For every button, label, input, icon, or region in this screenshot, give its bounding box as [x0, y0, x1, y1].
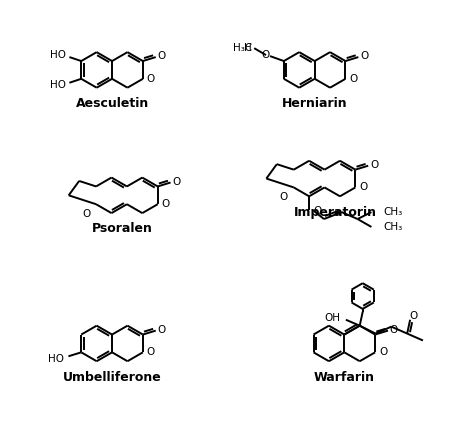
Text: O: O	[157, 51, 166, 61]
Text: O: O	[162, 199, 170, 209]
Text: HO: HO	[47, 354, 64, 364]
Text: O: O	[390, 324, 398, 335]
Text: H: H	[245, 43, 252, 53]
Text: O: O	[261, 50, 269, 60]
Text: Aesculetin: Aesculetin	[75, 97, 149, 110]
Text: O: O	[370, 160, 378, 170]
Text: CH₃: CH₃	[383, 207, 402, 217]
Text: HO: HO	[50, 80, 65, 90]
Text: O: O	[280, 192, 288, 202]
Text: Imperatorin: Imperatorin	[294, 206, 377, 219]
Text: HO: HO	[50, 50, 65, 60]
Text: O: O	[359, 183, 367, 192]
Text: Psoralen: Psoralen	[91, 222, 152, 236]
Text: O: O	[409, 311, 417, 321]
Text: O: O	[379, 347, 387, 357]
Text: O: O	[82, 209, 91, 219]
Text: Herniarin: Herniarin	[282, 97, 347, 110]
Text: Umbelliferone: Umbelliferone	[63, 370, 162, 384]
Text: O: O	[173, 176, 181, 187]
Text: Warfarin: Warfarin	[314, 370, 375, 384]
Text: O: O	[157, 324, 166, 335]
Text: O: O	[360, 51, 368, 61]
Text: O: O	[146, 347, 155, 357]
Text: OH: OH	[324, 313, 340, 323]
Text: O: O	[146, 74, 155, 84]
Text: H₃C: H₃C	[233, 43, 252, 53]
Text: O: O	[313, 206, 321, 216]
Text: CH₃: CH₃	[383, 222, 402, 232]
Text: O: O	[349, 74, 357, 84]
